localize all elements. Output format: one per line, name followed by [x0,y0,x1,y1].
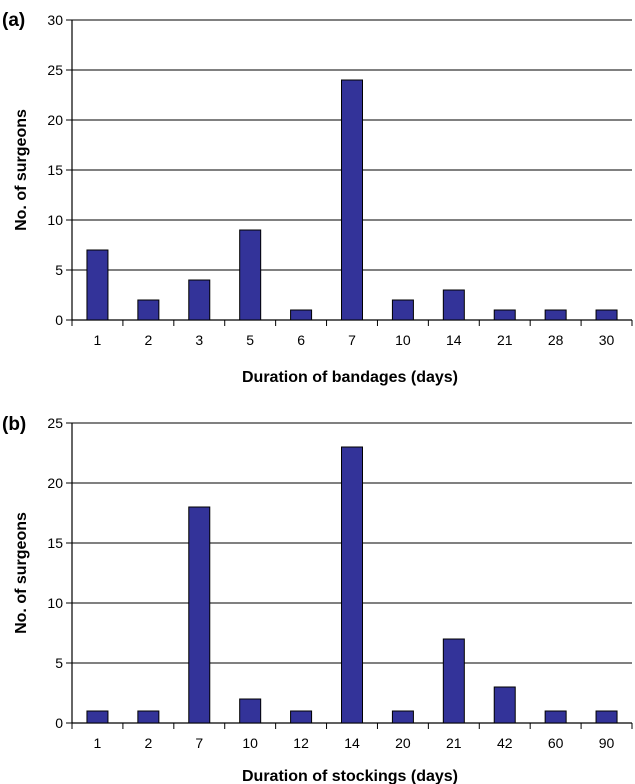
x-tick-label: 90 [599,735,615,751]
bar [595,309,618,321]
x-tick-label: 21 [497,332,513,348]
panel-a-y-axis-title: No. of surgeons [13,109,30,231]
x-tick-label: 14 [446,332,462,348]
panel-a-label: (a) [2,10,25,31]
y-tick-label: 20 [47,112,63,128]
panel-b-y-axis-title: No. of surgeons [13,512,30,634]
x-tick-label: 1 [94,735,102,751]
bar [493,686,516,724]
x-tick-label: 7 [195,735,203,751]
panel-b-label: (b) [2,414,26,435]
x-tick-label: 7 [348,332,356,348]
x-tick-label: 10 [395,332,411,348]
bar [137,299,160,321]
x-tick-label: 2 [144,735,152,751]
bar [239,229,262,321]
panel-a-x-tick-labels: 1 2 3 5 6 7 10 14 21 28 30 [94,332,615,348]
bar [239,698,262,724]
y-tick-label: 5 [55,262,63,278]
bar [341,446,363,724]
x-tick-label: 2 [144,332,152,348]
y-tick-label: 10 [47,212,63,228]
bar [442,638,465,724]
bar [442,289,465,321]
x-tick-label: 10 [242,735,258,751]
panel-b-x-tick-labels: 1 2 7 10 12 14 20 21 42 60 90 [94,735,615,751]
x-tick-label: 12 [293,735,309,751]
bar [86,249,109,321]
x-tick-label: 1 [94,332,102,348]
y-tick-label: 15 [47,162,63,178]
y-tick-label: 20 [47,475,63,491]
bar [544,309,567,321]
x-tick-label: 3 [195,332,203,348]
bar [595,710,618,724]
x-tick-label: 42 [497,735,513,751]
y-tick-label: 10 [47,595,63,611]
panel-a-bars [86,79,618,321]
bar [188,506,211,724]
panel-a-y-tick-labels: 0 5 10 15 20 25 30 [47,12,63,328]
x-tick-label: 14 [344,735,360,751]
panel-a: (a) 0 5 10 15 20 25 30 1 2 3 5 6 7 10 14 21 28 30 No. of… [2,10,633,386]
bar [391,299,414,321]
x-tick-label: 28 [548,332,564,348]
y-tick-label: 5 [55,655,63,671]
y-tick-label: 15 [47,535,63,551]
y-tick-label: 25 [47,415,63,431]
bar [290,309,313,321]
bar [137,710,160,724]
x-tick-label: 5 [246,332,254,348]
bar [86,710,109,724]
x-tick-label: 60 [548,735,564,751]
y-tick-label: 0 [55,715,63,731]
panel-b-y-tick-labels: 0 5 10 15 20 25 [47,415,63,731]
panel-a-x-axis-title: Duration of bandages (days) [242,369,458,386]
bar [544,710,567,724]
y-tick-label: 0 [55,312,63,328]
x-tick-label: 20 [395,735,411,751]
bar [341,79,363,321]
x-tick-label: 6 [297,332,305,348]
y-tick-label: 25 [47,62,63,78]
bar [290,710,313,724]
x-tick-label: 30 [599,332,615,348]
x-tick-label: 21 [446,735,462,751]
y-tick-label: 30 [47,12,63,28]
panel-b-x-axis-title: Duration of stockings (days) [242,768,458,784]
bar [188,279,211,321]
panel-b-bars [86,446,618,724]
bar [493,309,516,321]
bar [391,710,414,724]
